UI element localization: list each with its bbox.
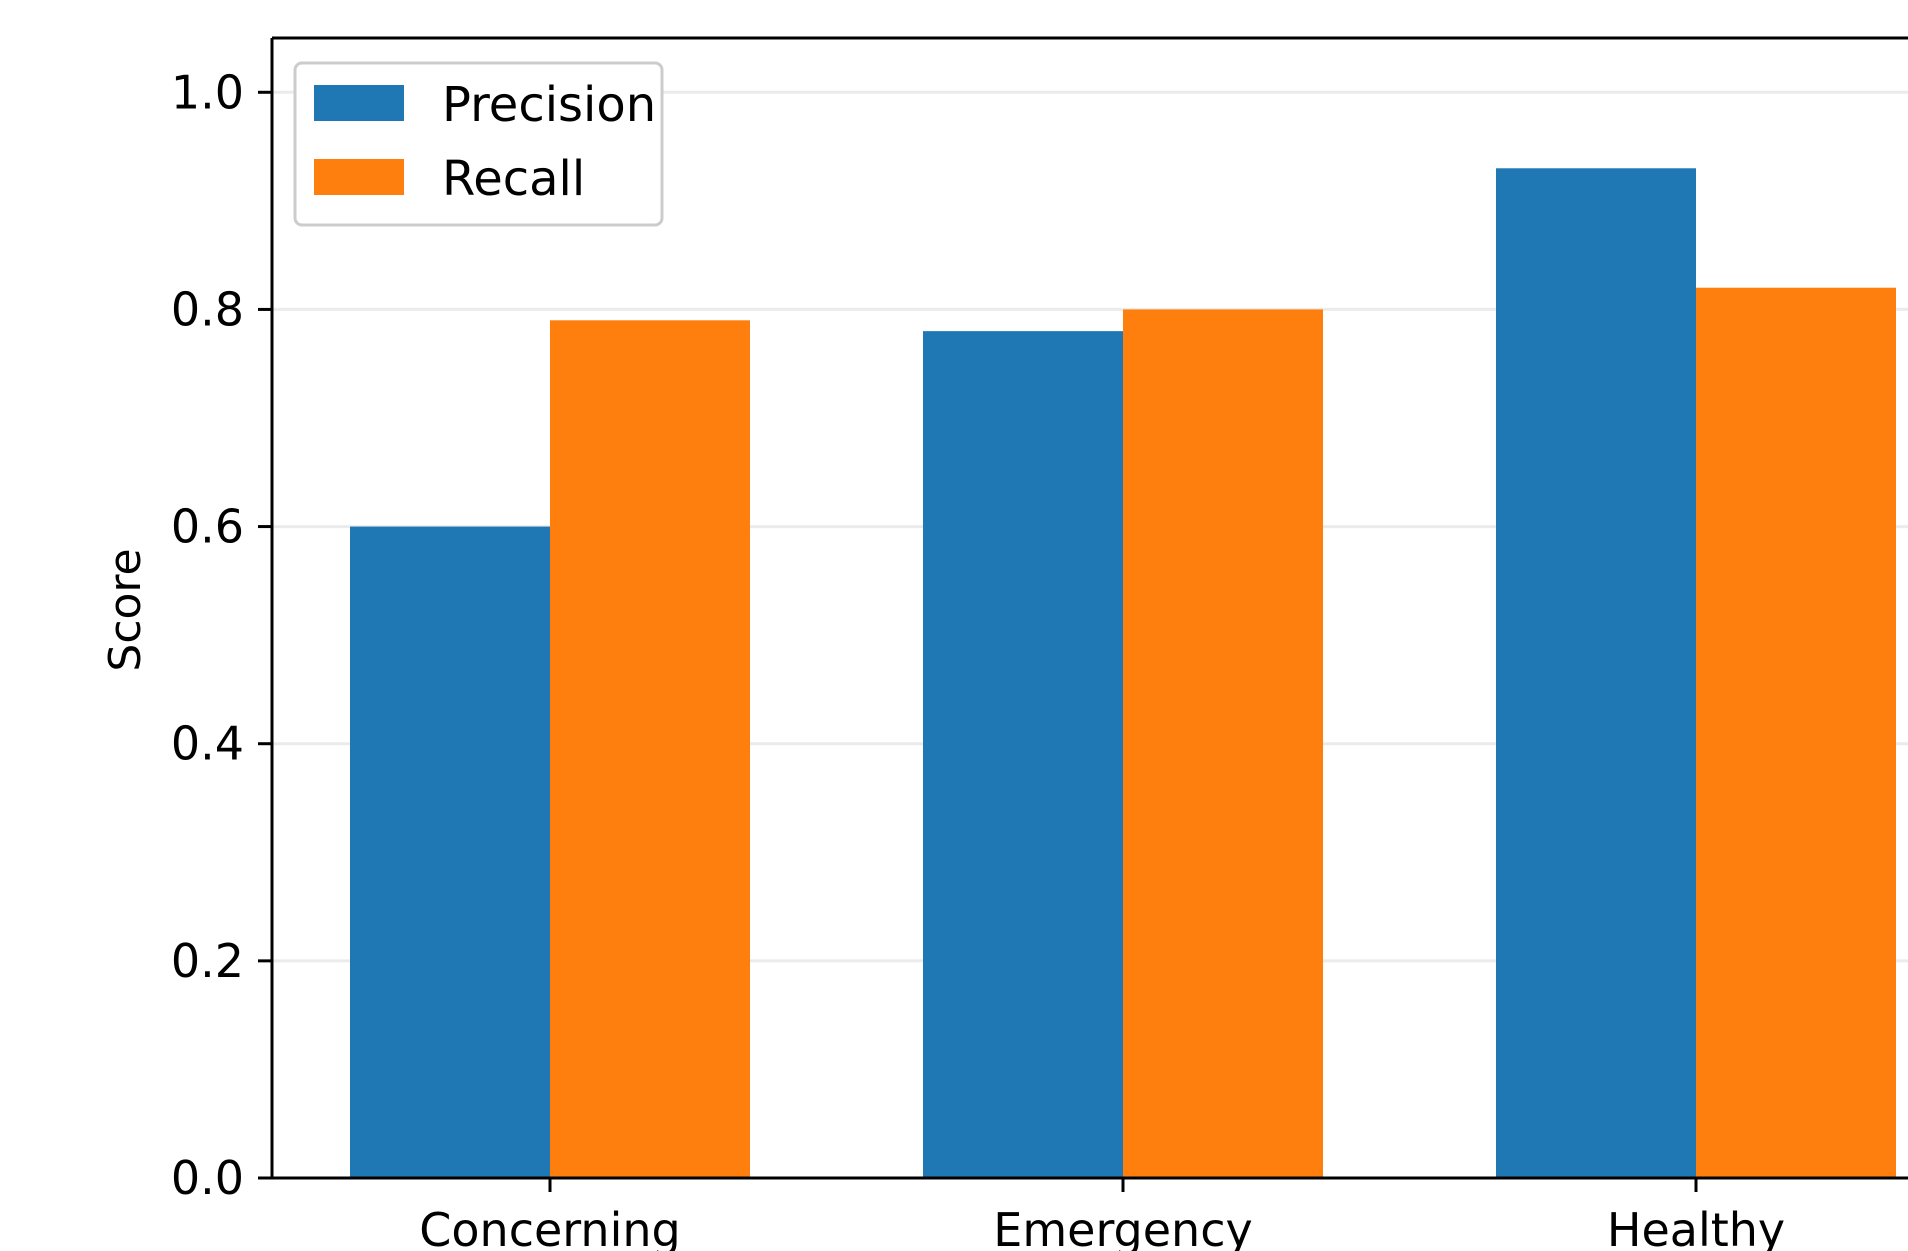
y-tick-label: 1.0 — [171, 65, 244, 119]
x-tick-label: Emergency — [993, 1203, 1252, 1251]
bar-recall-healthy — [1696, 287, 1896, 1178]
y-tick-label: 0.0 — [171, 1151, 244, 1205]
bar-precision-emergency — [923, 331, 1123, 1179]
y-tick-label: 0.6 — [171, 500, 244, 554]
bar-recall-emergency — [1123, 309, 1323, 1178]
bars — [350, 168, 1896, 1179]
y-tick-label: 0.8 — [171, 282, 244, 336]
bar-precision-healthy — [1496, 168, 1696, 1179]
x-tick-label: Concerning — [419, 1203, 680, 1251]
x-tick-label: Healthy — [1607, 1203, 1785, 1251]
legend-items: Precision Recall — [314, 77, 656, 207]
y-ticks: 0.0 0.2 0.4 0.6 0.8 1.0 — [171, 65, 272, 1205]
legend-label-recall: Recall — [442, 151, 585, 207]
legend-swatch-precision — [314, 85, 404, 121]
y-axis-label: Score — [100, 548, 151, 671]
x-ticks: Concerning Emergency Healthy — [419, 1178, 1785, 1251]
legend-swatch-recall — [314, 159, 404, 195]
legend-label-precision: Precision — [442, 77, 656, 133]
bar-recall-concerning — [550, 320, 750, 1178]
bar-precision-concerning — [350, 526, 550, 1178]
y-tick-label: 0.2 — [171, 934, 244, 988]
legend: Precision Recall — [293, 61, 664, 227]
y-tick-label: 0.4 — [171, 717, 244, 771]
axes — [270, 36, 1908, 1180]
